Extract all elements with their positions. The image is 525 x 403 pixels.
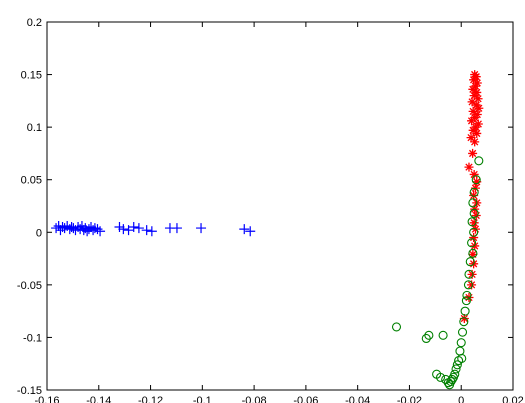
plus-point (118, 224, 129, 235)
circle-point (456, 338, 466, 348)
circle-point (421, 333, 431, 344)
circle-point (468, 248, 478, 258)
circle-point (468, 198, 478, 208)
star-point (472, 128, 482, 138)
x-tick-label: 0 (458, 395, 464, 403)
y-tick-label: 0.1 (27, 122, 42, 134)
circle-point (451, 364, 461, 374)
series-circle (391, 156, 484, 390)
plus-point (83, 224, 94, 235)
plus-point (196, 223, 207, 234)
circle-point (461, 296, 471, 306)
star-point (469, 75, 479, 85)
star-point (471, 210, 481, 220)
axes: -0.16 -0.14 -0.12 -0.1 -0.08 -0.06 -0.04 -0.02 0… (17, 17, 524, 403)
star-point (472, 78, 482, 88)
plus-point (59, 223, 70, 234)
plus-point (57, 222, 68, 233)
star-point (468, 249, 478, 259)
circle-point (454, 356, 464, 366)
y-tick-label: -0.15 (17, 385, 42, 397)
circle-point (424, 330, 434, 340)
circle-point (463, 280, 474, 290)
circle-point (432, 369, 442, 379)
data-marks (51, 70, 484, 390)
y-tick-label: 0 (36, 227, 42, 239)
series-plus (51, 220, 256, 237)
circle-point (438, 330, 448, 340)
plus-point (88, 225, 99, 236)
circle-point (469, 208, 479, 218)
circle-point (452, 360, 462, 370)
star-point (468, 106, 478, 116)
y-tick-label: 0.05 (21, 175, 42, 187)
star-point (466, 133, 476, 143)
star-point (472, 177, 482, 187)
x-tick-label: -0.14 (86, 395, 111, 403)
x-tick-label: -0.12 (138, 395, 163, 403)
circle-point (474, 156, 484, 166)
x-tick-label: -0.04 (345, 395, 370, 403)
circle-point (465, 257, 475, 267)
star-point (469, 91, 479, 101)
y-tick-label: -0.05 (17, 280, 42, 292)
plus-point (51, 223, 62, 234)
star-point (473, 94, 483, 104)
circle-point (469, 187, 479, 197)
star-point (467, 280, 477, 290)
circle-point (464, 269, 474, 279)
star-point (468, 84, 478, 94)
star-point (467, 269, 477, 279)
plus-point (92, 224, 103, 235)
plus-point (128, 222, 139, 233)
star-point (474, 103, 484, 113)
y-tick-label: -0.1 (23, 332, 42, 344)
x-tick-label: -0.08 (242, 395, 267, 403)
star-point (469, 190, 479, 200)
circle-point (459, 317, 469, 327)
x-tick-label: 0.02 (502, 395, 523, 403)
plus-point (89, 223, 100, 234)
plus-point (141, 225, 152, 236)
star-point (468, 148, 478, 158)
circle-point (467, 217, 477, 227)
x-tick-label: -0.1 (193, 395, 212, 403)
plus-point (171, 223, 182, 234)
star-point (469, 169, 479, 179)
plus-point (146, 226, 157, 237)
circle-point (455, 346, 465, 356)
star-point (467, 116, 477, 126)
circle-point (391, 322, 402, 332)
star-point (468, 125, 478, 135)
plus-point (133, 223, 144, 234)
plus-point (95, 226, 106, 237)
plus-point (239, 224, 250, 235)
star-point (467, 97, 477, 107)
circle-point (469, 227, 479, 237)
plus-point (123, 225, 134, 236)
y-tick-label: 0.15 (21, 70, 42, 82)
x-tick-label: -0.16 (34, 395, 59, 403)
x-tick-label: -0.02 (397, 395, 422, 403)
star-point (470, 137, 480, 147)
star-point (469, 233, 479, 243)
circle-point (460, 306, 470, 316)
circle-point (457, 327, 468, 337)
circle-point (471, 175, 481, 185)
series-star (459, 70, 484, 324)
plot-frame (46, 21, 514, 391)
plus-point (245, 226, 256, 237)
circle-point (443, 378, 453, 388)
star-point (459, 314, 469, 324)
circle-point (462, 290, 472, 300)
star-point (464, 162, 474, 172)
plus-point (68, 223, 79, 234)
x-tick-label: -0.06 (293, 395, 318, 403)
star-point (469, 218, 479, 228)
y-tick-label: 0.2 (27, 17, 42, 29)
circle-point (467, 238, 477, 248)
circle-point (441, 374, 451, 385)
